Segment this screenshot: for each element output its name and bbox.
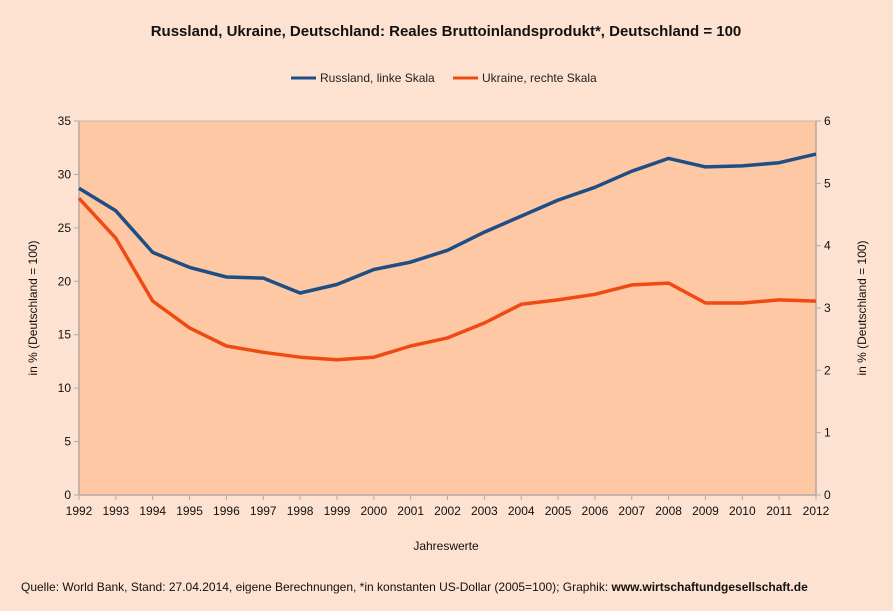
source-text: Quelle: World Bank, Stand: 27.04.2014, e… xyxy=(21,580,611,594)
x-tick-label: 1999 xyxy=(324,504,351,518)
x-tick-label: 1996 xyxy=(213,504,240,518)
source-link[interactable]: www.wirtschaftundgesellschaft.de xyxy=(610,580,808,594)
y-right-tick-label: 3 xyxy=(824,301,831,315)
x-tick-label: 2007 xyxy=(618,504,645,518)
x-tick-label: 2006 xyxy=(582,504,609,518)
x-tick-label: 2001 xyxy=(397,504,424,518)
y-right-tick-label: 4 xyxy=(824,239,831,253)
x-tick-label: 1993 xyxy=(102,504,129,518)
y-left-tick-label: 15 xyxy=(58,328,72,342)
x-tick-label: 2010 xyxy=(729,504,756,518)
legend-label-russland: Russland, linke Skala xyxy=(320,71,435,85)
plot-area xyxy=(78,120,817,496)
x-tick-label: 1995 xyxy=(176,504,203,518)
source-note: Quelle: World Bank, Stand: 27.04.2014, e… xyxy=(21,580,808,594)
x-tick-label: 2004 xyxy=(508,504,535,518)
x-tick-label: 1992 xyxy=(66,504,93,518)
x-tick-label: 1994 xyxy=(139,504,166,518)
y-left-tick-label: 25 xyxy=(58,221,72,235)
x-axis-title: Jahreswerte xyxy=(413,539,479,553)
series-line-russland xyxy=(78,152,817,295)
x-tick-label: 2012 xyxy=(803,504,830,518)
y-axis-left-title: in % (Deutschland = 100) xyxy=(26,240,40,375)
y-right-tick-label: 2 xyxy=(824,363,831,377)
y-right-tick-label: 5 xyxy=(824,176,831,190)
x-tick-label: 2003 xyxy=(471,504,498,518)
y-left-tick-label: 30 xyxy=(58,167,72,181)
x-tick-label: 2011 xyxy=(766,504,792,518)
y-left-tick-label: 35 xyxy=(58,114,72,128)
axes: 0 5 10 15 20 25 30 35 0 1 2 3 4 5 6 1992 1993 1994 1995 199… xyxy=(58,114,831,518)
x-tick-label: 2009 xyxy=(692,504,719,518)
x-tick-label: 1997 xyxy=(250,504,277,518)
series-lines xyxy=(77,152,817,362)
y-right-tick-label: 0 xyxy=(824,488,831,502)
x-tick-label: 2002 xyxy=(434,504,461,518)
x-tick-label: 2008 xyxy=(655,504,682,518)
y-left-tick-label: 10 xyxy=(58,381,72,395)
x-tick-label: 1998 xyxy=(287,504,314,518)
y-left-tick-label: 20 xyxy=(58,274,72,288)
y-right-tick-label: 1 xyxy=(824,426,831,440)
x-tick-label: 2000 xyxy=(360,504,387,518)
legend: Russland, linke Skala Ukraine, rechte Sk… xyxy=(291,71,597,85)
y-axis-right-title: in % (Deutschland = 100) xyxy=(855,240,869,375)
x-tick-label: 2005 xyxy=(545,504,572,518)
series-line-ukraine xyxy=(77,197,817,362)
legend-label-ukraine: Ukraine, rechte Skala xyxy=(482,71,597,85)
chart-title: Russland, Ukraine, Deutschland: Reales B… xyxy=(151,23,742,40)
y-left-tick-label: 0 xyxy=(64,488,71,502)
y-left-tick-label: 5 xyxy=(64,435,71,449)
y-right-tick-label: 6 xyxy=(824,114,831,128)
